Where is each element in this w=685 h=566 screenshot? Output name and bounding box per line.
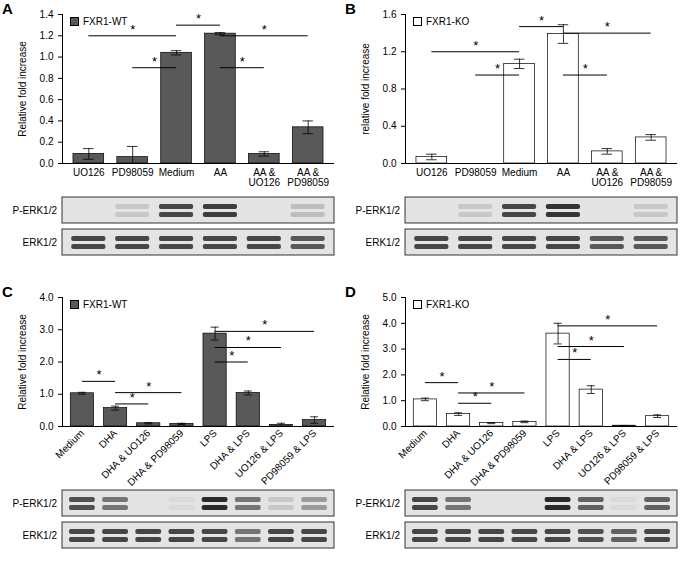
svg-text:*: * (152, 54, 157, 69)
svg-text:DHA & LPS: DHA & LPS (550, 427, 595, 472)
svg-text:2.0: 2.0 (40, 356, 54, 367)
svg-text:*: * (246, 333, 251, 348)
svg-text:DHA & UO126: DHA & UO126 (99, 427, 153, 481)
html-text:C: C (2, 283, 13, 300)
svg-text:ERK1/2: ERK1/2 (366, 237, 401, 248)
svg-text:*: * (229, 348, 234, 363)
svg-text:AA: AA (557, 167, 571, 178)
svg-text:LPS: LPS (541, 427, 562, 448)
svg-text:*: * (130, 390, 135, 405)
svg-text:0.8: 0.8 (383, 83, 397, 94)
html-text:FXR1-KO: FXR1-KO (426, 299, 470, 310)
svg-text:1.4: 1.4 (40, 9, 54, 20)
svg-text:*: * (240, 54, 245, 69)
html-text:A: A (2, 0, 13, 17)
svg-text:AA &PD98059: AA &PD98059 (287, 167, 329, 188)
svg-text:DHA & LPS: DHA & LPS (207, 427, 252, 472)
svg-text:0.0: 0.0 (383, 158, 397, 169)
svg-text:ERK1/2: ERK1/2 (23, 237, 58, 248)
svg-text:*: * (473, 389, 478, 404)
svg-text:1.2: 1.2 (40, 30, 54, 41)
svg-text:*: * (146, 379, 151, 394)
svg-text:ERK1/2: ERK1/2 (366, 530, 401, 541)
svg-text:0.2: 0.2 (40, 136, 54, 147)
svg-text:0.0: 0.0 (40, 421, 54, 432)
html-text:FXR1-WT: FXR1-WT (83, 299, 128, 310)
svg-text:*: * (605, 312, 610, 327)
svg-text:Relative fold increase: Relative fold increase (17, 41, 28, 137)
svg-text:UO126 & LPS: UO126 & LPS (575, 427, 629, 480)
svg-text:P-ERK1/2: P-ERK1/2 (13, 498, 58, 509)
svg-text:Relative fold increase: Relative fold increase (17, 314, 28, 410)
html-text:FXR1-WT: FXR1-WT (83, 16, 128, 27)
svg-text:1.0: 1.0 (40, 388, 54, 399)
svg-text:*: * (439, 369, 444, 384)
svg-text:AA &UO126: AA &UO126 (248, 167, 280, 188)
svg-text:1.2: 1.2 (383, 46, 397, 57)
svg-text:DHA: DHA (440, 427, 463, 450)
svg-text:AA: AA (214, 167, 228, 178)
svg-text:1.0: 1.0 (40, 51, 54, 62)
svg-text:*: * (495, 61, 500, 76)
svg-text:P-ERK1/2: P-ERK1/2 (356, 498, 401, 509)
svg-text:*: * (583, 61, 588, 76)
svg-text:PD98059: PD98059 (112, 167, 154, 178)
svg-text:0.4: 0.4 (383, 120, 397, 131)
svg-text:Medium: Medium (53, 427, 86, 460)
svg-text:DHA & UO126: DHA & UO126 (442, 427, 496, 481)
html-text:D: D (345, 283, 356, 300)
svg-text:*: * (262, 317, 267, 332)
svg-text:P-ERK1/2: P-ERK1/2 (13, 205, 58, 216)
svg-text:Medium: Medium (396, 427, 429, 460)
svg-text:LPS: LPS (198, 427, 219, 448)
svg-text:DHA & PD98059: DHA & PD98059 (468, 427, 529, 488)
svg-text:0.8: 0.8 (40, 73, 54, 84)
svg-text:PD98059 & LPS: PD98059 & LPS (259, 427, 319, 487)
svg-text:0.0: 0.0 (383, 421, 397, 432)
svg-text:*: * (539, 13, 544, 28)
html-text:FXR1-KO: FXR1-KO (426, 16, 470, 27)
svg-text:*: * (130, 22, 135, 37)
svg-text:3.0: 3.0 (40, 324, 54, 335)
svg-text:*: * (96, 367, 101, 382)
svg-text:DHA: DHA (97, 427, 120, 450)
html-text:B: B (345, 0, 356, 17)
svg-text:*: * (262, 22, 267, 37)
svg-text:PD98059: PD98059 (455, 167, 497, 178)
svg-text:*: * (489, 379, 494, 394)
svg-text:4.0: 4.0 (40, 292, 54, 303)
svg-text:0.0: 0.0 (40, 158, 54, 169)
svg-text:UO126 & LPS: UO126 & LPS (232, 427, 286, 480)
svg-text:PD98059 & LPS: PD98059 & LPS (602, 427, 662, 487)
svg-text:UO126: UO126 (416, 167, 448, 178)
svg-text:relative fold increase: relative fold increase (360, 43, 371, 135)
svg-text:ERK1/2: ERK1/2 (23, 530, 58, 541)
svg-text:3.0: 3.0 (383, 343, 397, 354)
svg-text:AA &PD98059: AA &PD98059 (630, 167, 672, 188)
svg-text:AA &UO126: AA &UO126 (591, 167, 623, 188)
svg-text:*: * (473, 38, 478, 53)
svg-text:Relative fold increase: Relative fold increase (360, 314, 371, 410)
svg-text:1.0: 1.0 (383, 395, 397, 406)
svg-text:*: * (589, 333, 594, 348)
svg-text:Medium: Medium (502, 167, 538, 178)
svg-text:0.4: 0.4 (40, 115, 54, 126)
svg-text:*: * (196, 11, 201, 26)
svg-text:4.0: 4.0 (383, 318, 397, 329)
svg-text:*: * (572, 345, 577, 360)
svg-text:UO126: UO126 (73, 167, 105, 178)
svg-text:*: * (605, 19, 610, 34)
svg-text:2.0: 2.0 (383, 369, 397, 380)
svg-text:DHA & PD98059: DHA & PD98059 (125, 427, 186, 488)
svg-text:Medium: Medium (159, 167, 195, 178)
svg-text:P-ERK1/2: P-ERK1/2 (356, 205, 401, 216)
svg-text:0.6: 0.6 (40, 94, 54, 105)
svg-text:5.0: 5.0 (383, 292, 397, 303)
svg-text:1.6: 1.6 (383, 9, 397, 20)
